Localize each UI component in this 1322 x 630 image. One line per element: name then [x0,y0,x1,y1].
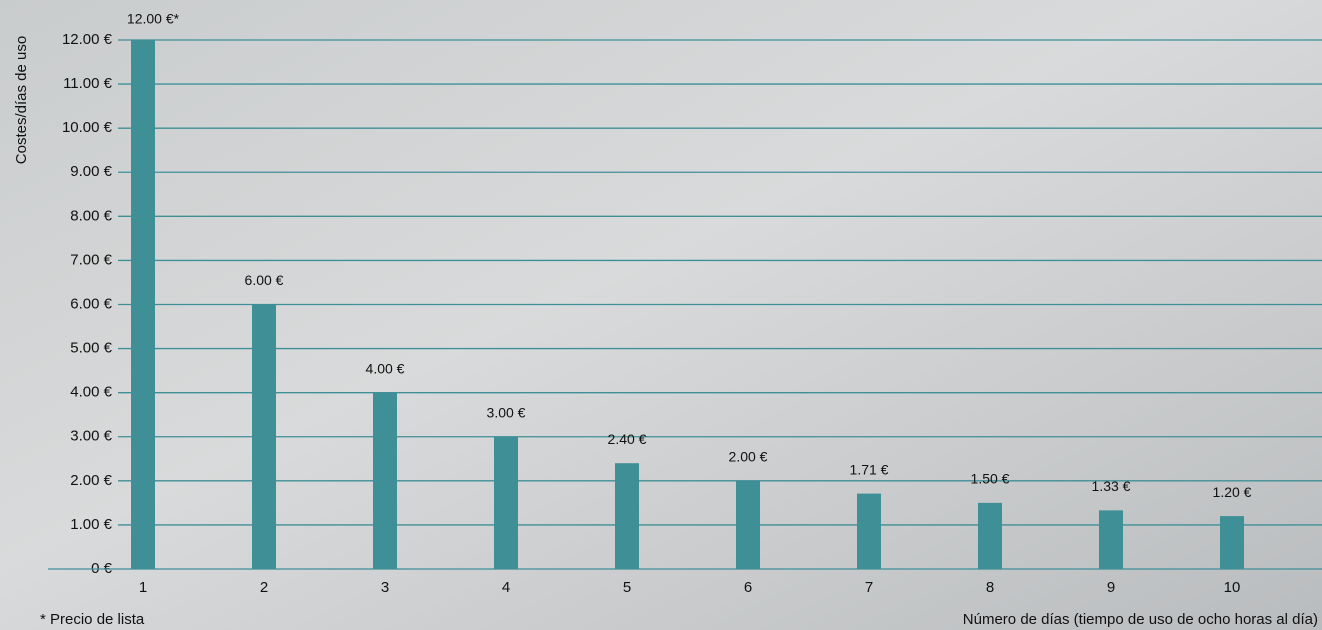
x-tick-label: 4 [502,579,510,596]
y-tick-label: 9.00 € [70,163,112,180]
y-tick-label: 10.00 € [62,119,113,136]
bar [857,493,881,569]
x-tick-label: 7 [865,579,873,596]
bar [494,436,518,569]
bar [373,392,397,569]
x-tick-label: 3 [381,579,389,596]
footnote: * Precio de lista [40,611,145,628]
bar [131,40,155,569]
y-tick-label: 11.00 € [63,75,113,92]
x-tick-label: 10 [1224,579,1241,596]
value-label: 1.33 € [1092,478,1131,494]
x-tick-label: 6 [744,579,752,596]
y-tick-label: 4.00 € [70,384,112,401]
x-axis-label: Número de días (tiempo de uso de ocho ho… [963,611,1318,628]
bar [1099,510,1123,569]
x-tick-label: 9 [1107,579,1115,596]
y-tick-label: 7.00 € [70,251,112,268]
y-tick-label: 2.00 € [70,472,112,489]
value-label: 6.00 € [245,272,284,288]
value-label: 2.00 € [729,449,768,465]
value-label: 1.71 € [850,461,889,477]
y-tick-label: 8.00 € [70,207,112,224]
value-label: 1.20 € [1213,484,1252,500]
bar [615,463,639,569]
bar [978,502,1002,569]
bar [252,304,276,569]
value-label: 1.50 € [971,471,1010,487]
y-tick-label: 5.00 € [70,340,112,357]
x-tick-label: 8 [986,579,994,596]
value-label: 4.00 € [366,360,405,376]
x-tick-label: 1 [139,579,147,596]
value-label: 2.40 € [608,431,647,447]
y-axis-label: Costes/días de uso [13,36,30,164]
value-label: 12.00 €* [127,11,180,27]
x-tick-label: 5 [623,579,631,596]
x-tick-label: 2 [260,579,268,596]
value-label: 3.00 € [487,404,526,420]
y-tick-label: 12.00 € [62,31,113,48]
y-tick-label: 3.00 € [70,428,112,445]
bar [1220,516,1244,569]
y-tick-label: 6.00 € [70,295,112,312]
bar [736,480,760,569]
y-tick-label: 1.00 € [70,516,112,533]
